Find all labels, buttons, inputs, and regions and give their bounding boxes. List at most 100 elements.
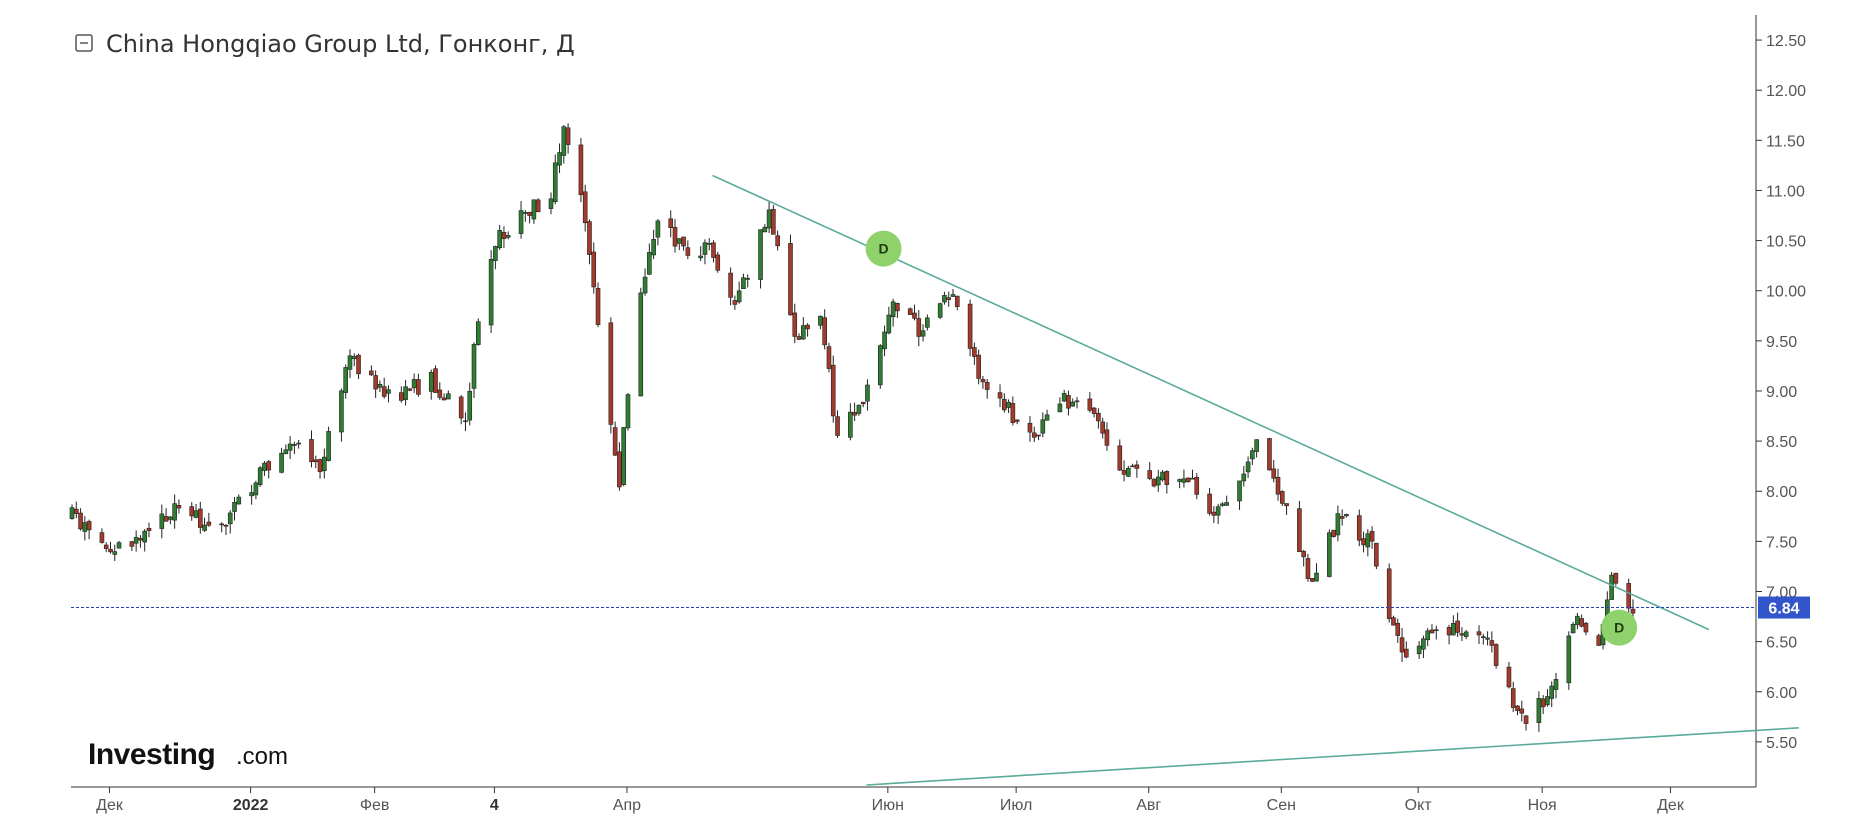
candle-body: [1489, 640, 1495, 646]
candle: [433, 365, 438, 393]
candle-body: [1066, 395, 1071, 409]
collapse-icon[interactable]: [75, 34, 93, 52]
candle: [1074, 397, 1080, 409]
time-tick-label: Июн: [872, 797, 904, 814]
candle-body: [972, 347, 977, 357]
dividend-marker[interactable]: D: [1601, 609, 1638, 646]
candle-body: [792, 312, 798, 337]
candle: [146, 522, 152, 538]
candle: [1455, 612, 1460, 637]
candle-body: [852, 412, 857, 416]
candle: [972, 342, 977, 365]
candle: [967, 299, 973, 357]
time-tick-label: Фев: [360, 797, 390, 814]
candle-body: [1575, 615, 1580, 625]
dividend-markers: DD: [865, 230, 1638, 646]
candle-body: [172, 503, 177, 521]
price-tick-label: 8.00: [1766, 484, 1797, 501]
candle-body: [561, 126, 567, 156]
candle: [1570, 621, 1576, 634]
candle: [1489, 631, 1495, 653]
candle: [471, 342, 477, 398]
candle: [112, 544, 118, 562]
candle-body: [916, 318, 922, 337]
time-tick-label: 4: [490, 797, 499, 814]
candle-body: [518, 210, 524, 234]
candle-body: [595, 288, 601, 325]
candle-body: [1100, 421, 1105, 434]
candle: [197, 501, 203, 534]
candle: [1151, 478, 1157, 488]
candle-body: [1446, 627, 1452, 636]
candle: [1365, 529, 1371, 557]
candle-body: [1480, 636, 1486, 638]
candle-body: [980, 379, 986, 383]
price-tick-label: 6.50: [1766, 635, 1797, 652]
candle: [236, 494, 242, 505]
candle: [608, 317, 614, 434]
candle: [655, 219, 661, 246]
candle: [1284, 503, 1289, 515]
candle: [1575, 612, 1580, 630]
candle: [1433, 625, 1439, 640]
candle: [535, 198, 541, 213]
candle-body: [877, 345, 883, 386]
candle: [501, 226, 507, 249]
candle-body: [1207, 493, 1212, 514]
candle: [685, 240, 691, 260]
candle: [1014, 419, 1020, 425]
candle: [403, 379, 408, 406]
candle: [1421, 635, 1426, 659]
candle-body: [339, 390, 344, 433]
time-tick-label: Сен: [1267, 797, 1296, 814]
candle: [262, 460, 267, 476]
candle: [1279, 490, 1285, 506]
candle-body: [1121, 469, 1127, 475]
candle-body: [189, 506, 195, 517]
candle: [313, 455, 319, 469]
candle: [446, 390, 451, 400]
candle: [1237, 480, 1242, 510]
candle: [771, 205, 776, 235]
candle: [69, 504, 75, 520]
candle: [1356, 509, 1362, 547]
candle-body: [1570, 623, 1576, 634]
candle-body: [702, 242, 708, 255]
candle: [1006, 399, 1011, 413]
candle-body: [463, 420, 468, 423]
candle-body: [236, 496, 242, 505]
support-trendline[interactable]: [866, 727, 1799, 786]
price-tick-label: 7.50: [1766, 534, 1797, 551]
candle-body: [133, 537, 139, 544]
price-tick-label: 11.00: [1766, 183, 1805, 200]
candle: [612, 421, 618, 456]
candle-body: [1074, 400, 1080, 403]
candle: [159, 504, 165, 539]
candle-body: [142, 530, 148, 543]
candle-body: [168, 516, 173, 520]
candle: [1476, 625, 1482, 645]
candle: [1404, 641, 1409, 659]
candle: [1515, 705, 1520, 716]
trendlines: [712, 174, 1799, 786]
candle-body: [309, 439, 314, 463]
candle: [326, 426, 331, 462]
candle-body: [1267, 438, 1272, 471]
candle-body: [728, 272, 733, 298]
candle: [1536, 691, 1542, 732]
candle-body: [407, 388, 413, 391]
candle: [257, 465, 263, 487]
candle-body: [116, 542, 122, 549]
dividend-marker[interactable]: D: [865, 230, 902, 267]
candle-body: [1476, 631, 1482, 636]
price-tick-label: 12.00: [1766, 83, 1806, 100]
candle-body: [578, 144, 584, 196]
candle: [172, 494, 177, 529]
candle: [980, 375, 986, 389]
candle: [715, 251, 721, 273]
candle: [732, 295, 738, 310]
candle-body: [552, 162, 558, 203]
candle-body: [1455, 620, 1460, 633]
candle-body: [1185, 477, 1191, 482]
